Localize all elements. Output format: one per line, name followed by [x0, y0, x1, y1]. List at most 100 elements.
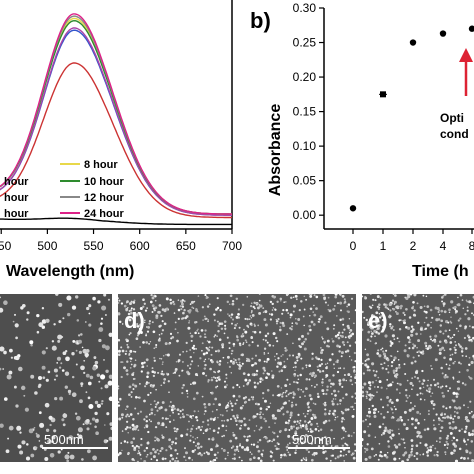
nanoparticle [392, 307, 396, 311]
nanoparticle [174, 321, 177, 324]
nanoparticle [233, 327, 236, 330]
nanoparticle [260, 426, 263, 429]
nanoparticle [448, 311, 451, 314]
nanoparticle [153, 400, 156, 403]
nanoparticle [94, 360, 99, 365]
nanoparticle [450, 316, 452, 319]
nanoparticle [269, 402, 272, 405]
nanoparticle [347, 450, 351, 453]
nanoparticle [145, 425, 149, 428]
nanoparticle [201, 425, 203, 428]
nanoparticle [292, 354, 295, 357]
nanoparticle [236, 416, 239, 419]
nanoparticle [425, 347, 427, 349]
nanoparticle [14, 313, 16, 316]
nanoparticle [457, 380, 461, 384]
nanoparticle [196, 329, 199, 332]
nanoparticle [160, 384, 163, 387]
nanoparticle [232, 414, 235, 418]
nanoparticle [381, 326, 384, 328]
nanoparticle [351, 383, 354, 386]
nanoparticle [339, 367, 342, 369]
nanoparticle [173, 419, 175, 421]
nanoparticle [221, 419, 223, 422]
nanoparticle [247, 427, 250, 430]
nanoparticle [464, 383, 467, 386]
nanoparticle [93, 356, 97, 360]
nanoparticle [280, 453, 283, 457]
nanoparticle [259, 413, 261, 416]
nanoparticle [202, 432, 205, 434]
nanoparticle [421, 393, 424, 395]
nanoparticle [439, 330, 442, 333]
nanoparticle [443, 349, 446, 352]
nanoparticle [149, 391, 152, 394]
nanoparticle [226, 404, 229, 407]
nanoparticle [413, 344, 417, 348]
nanoparticle [441, 391, 444, 395]
nanoparticle [216, 335, 218, 337]
nanoparticle [0, 346, 5, 352]
nanoparticle [308, 378, 311, 381]
nanoparticle [308, 294, 311, 296]
nanoparticle [210, 353, 213, 356]
nanoparticle [328, 409, 332, 413]
nanoparticle [232, 431, 234, 434]
nanoparticle [286, 358, 289, 360]
nanoparticle [289, 316, 292, 319]
nanoparticle [137, 429, 140, 432]
nanoparticle [165, 297, 169, 301]
nanoparticle [447, 321, 450, 324]
nanoparticle [391, 429, 394, 432]
nanoparticle [410, 417, 414, 421]
nanoparticle [206, 419, 210, 422]
nanoparticle [61, 336, 64, 338]
nanoparticle [294, 430, 298, 433]
nanoparticle [385, 349, 388, 352]
nanoparticle [194, 373, 198, 376]
nanoparticle [121, 449, 123, 452]
nanoparticle [312, 413, 315, 416]
nanoparticle [367, 394, 370, 396]
nanoparticle [400, 304, 403, 308]
nanoparticle [144, 385, 147, 388]
nanoparticle [237, 313, 240, 316]
nanoparticle [388, 302, 392, 307]
nanoparticle [303, 347, 307, 351]
nanoparticle [152, 455, 156, 459]
nanoparticle [411, 388, 413, 391]
nanoparticle [279, 297, 283, 301]
nanoparticle [410, 439, 414, 442]
nanoparticle [45, 318, 50, 323]
nanoparticle [280, 407, 283, 410]
nanoparticle [362, 385, 364, 389]
nanoparticle [456, 380, 459, 383]
nanoparticle [87, 381, 92, 386]
nanoparticle [303, 295, 306, 298]
nanoparticle [156, 449, 159, 451]
nanoparticle [216, 320, 219, 323]
nanoparticle [25, 456, 31, 461]
nanoparticle [94, 425, 97, 429]
nanoparticle [316, 392, 320, 396]
nanoparticle [175, 361, 178, 363]
nanoparticle [236, 335, 238, 338]
nanoparticle [343, 300, 347, 304]
nanoparticle [16, 425, 22, 431]
nanoparticle [272, 307, 275, 309]
nanoparticle [155, 459, 159, 462]
nanoparticle [118, 338, 121, 342]
nanoparticle [133, 446, 137, 450]
nanoparticle [165, 307, 169, 311]
nanoparticle [128, 415, 131, 418]
nanoparticle [214, 397, 218, 401]
nanoparticle [130, 357, 133, 360]
nanoparticle [239, 443, 241, 445]
nanoparticle [284, 346, 287, 350]
nanoparticle [35, 432, 38, 435]
nanoparticle [211, 360, 214, 364]
nanoparticle [452, 378, 455, 380]
nanoparticle [463, 430, 467, 434]
nanoparticle [34, 391, 38, 395]
